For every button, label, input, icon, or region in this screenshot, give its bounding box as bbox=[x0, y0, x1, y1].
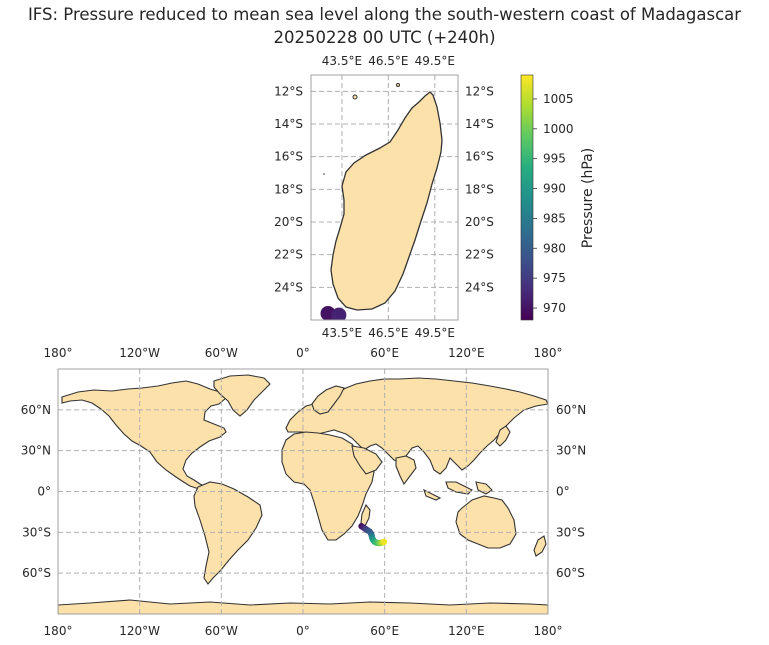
colorbar-tick-label: 970 bbox=[543, 301, 566, 315]
inset-lat-label-left: 24°S bbox=[274, 280, 303, 294]
inset-lat-label-right: 14°S bbox=[465, 117, 494, 131]
world-gridlines bbox=[58, 369, 548, 614]
world-lon-label-top: 180° bbox=[44, 346, 73, 360]
world-lon-label-top: 0° bbox=[296, 346, 310, 360]
world-lon-label-top: 120°W bbox=[119, 346, 160, 360]
world-lat-label-left: 0° bbox=[37, 485, 51, 499]
colorbar-tick-label: 1000 bbox=[543, 122, 574, 136]
colorbar-label: Pressure (hPa) bbox=[580, 148, 596, 248]
colorbar-tick-label: 995 bbox=[543, 152, 566, 166]
inset-lon-label-bottom: 46.5°E bbox=[368, 326, 408, 340]
europa-island bbox=[323, 173, 325, 175]
world-lon-label-top: 60°W bbox=[205, 346, 238, 360]
colorbar-tick-label: 975 bbox=[543, 271, 566, 285]
inset-lon-label-top: 46.5°E bbox=[368, 54, 408, 68]
world-lat-label-left: 30°N bbox=[21, 444, 51, 458]
world-lon-label-bottom: 120°W bbox=[119, 624, 160, 638]
inset-pressure-points bbox=[320, 305, 347, 320]
eurasia bbox=[285, 377, 548, 475]
world-map: 180° 180° 120°W 120°W 60°W 60°W 0° 0° 60°E 60°E 12… bbox=[21, 346, 587, 638]
world-lat-label-right: 30°S bbox=[556, 525, 585, 539]
colorbar-ticks: 970 975 980 985 990 995 1000 1005 bbox=[533, 92, 574, 315]
japan bbox=[495, 425, 511, 447]
world-lat-label-left: 60°S bbox=[22, 566, 51, 580]
inset-lat-label-left: 18°S bbox=[274, 182, 303, 196]
cyclone-track bbox=[358, 523, 388, 547]
world-lat-label-left: 60°N bbox=[21, 403, 51, 417]
colorbar-tick-label: 985 bbox=[543, 211, 566, 225]
figure-title: IFS: Pressure reduced to mean sea level … bbox=[27, 5, 742, 24]
inset-lat-label-left: 20°S bbox=[274, 215, 303, 229]
inset-pressure-point bbox=[331, 307, 347, 320]
colorbar-tick-label: 990 bbox=[543, 182, 566, 196]
world-lon-label-bottom: 180° bbox=[44, 624, 73, 638]
track-point bbox=[380, 538, 388, 546]
world-lon-label-bottom: 120°E bbox=[448, 624, 485, 638]
world-axis-labels: 180° 180° 120°W 120°W 60°W 60°W 0° 0° 60°E 60°E 12… bbox=[21, 346, 587, 638]
inset-axis-labels: 43.5°E 43.5°E 46.5°E 46.5°E 49.5°E 49.5°E 12°S… bbox=[274, 54, 494, 340]
colorbar-tick-label: 1005 bbox=[543, 92, 574, 106]
world-lat-label-right: 60°S bbox=[556, 566, 585, 580]
inset-lon-label-bottom: 43.5°E bbox=[322, 326, 362, 340]
inset-map-madagascar: 43.5°E 43.5°E 46.5°E 46.5°E 49.5°E 49.5°E 12°S… bbox=[274, 54, 494, 340]
arabian-peninsula bbox=[351, 445, 383, 475]
antarctica bbox=[58, 599, 548, 614]
north-america bbox=[61, 380, 227, 490]
new-zealand bbox=[533, 535, 547, 557]
scandinavia bbox=[311, 385, 345, 415]
comoros-island bbox=[352, 94, 358, 100]
south-america bbox=[193, 481, 263, 585]
inset-lon-label-bottom: 49.5°E bbox=[415, 326, 455, 340]
world-lat-label-left: 30°S bbox=[22, 525, 51, 539]
inset-lat-label-right: 18°S bbox=[465, 182, 494, 196]
world-lat-label-right: 30°N bbox=[556, 444, 586, 458]
inset-lat-label-right: 20°S bbox=[465, 215, 494, 229]
inset-lat-label-right: 16°S bbox=[465, 150, 494, 164]
world-continents bbox=[58, 374, 548, 614]
inset-lat-label-left: 12°S bbox=[274, 84, 303, 98]
australia bbox=[455, 495, 517, 549]
world-lon-label-bottom: 60°E bbox=[370, 624, 399, 638]
inset-lat-label-right: 22°S bbox=[465, 248, 494, 262]
world-lon-label-top: 180° bbox=[534, 346, 563, 360]
world-lat-label-right: 60°N bbox=[556, 403, 586, 417]
inset-lat-label-right: 24°S bbox=[465, 280, 494, 294]
world-lat-label-right: 0° bbox=[556, 485, 570, 499]
world-lon-label-top: 60°E bbox=[370, 346, 399, 360]
indian-subcontinent bbox=[395, 455, 417, 486]
colorbar-tick-label: 980 bbox=[543, 241, 566, 255]
africa bbox=[281, 431, 375, 541]
inset-lon-label-top: 49.5°E bbox=[415, 54, 455, 68]
inset-lat-label-left: 14°S bbox=[274, 117, 303, 131]
world-lon-label-top: 120°E bbox=[448, 346, 485, 360]
mayotte-island bbox=[396, 83, 400, 87]
inset-lon-label-top: 43.5°E bbox=[322, 54, 362, 68]
world-lon-label-bottom: 180° bbox=[534, 624, 563, 638]
inset-lat-label-left: 22°S bbox=[274, 248, 303, 262]
inset-lat-label-left: 16°S bbox=[274, 150, 303, 164]
madagascar-island bbox=[330, 91, 443, 311]
figure-subtitle: 20250228 00 UTC (+240h) bbox=[273, 28, 496, 47]
pressure-colorbar: 970 975 980 985 990 995 1000 1005 Pressure (hPa… bbox=[520, 74, 596, 321]
world-lon-label-bottom: 0° bbox=[296, 624, 310, 638]
world-lon-label-bottom: 60°W bbox=[205, 624, 238, 638]
inset-lat-label-right: 12°S bbox=[465, 84, 494, 98]
